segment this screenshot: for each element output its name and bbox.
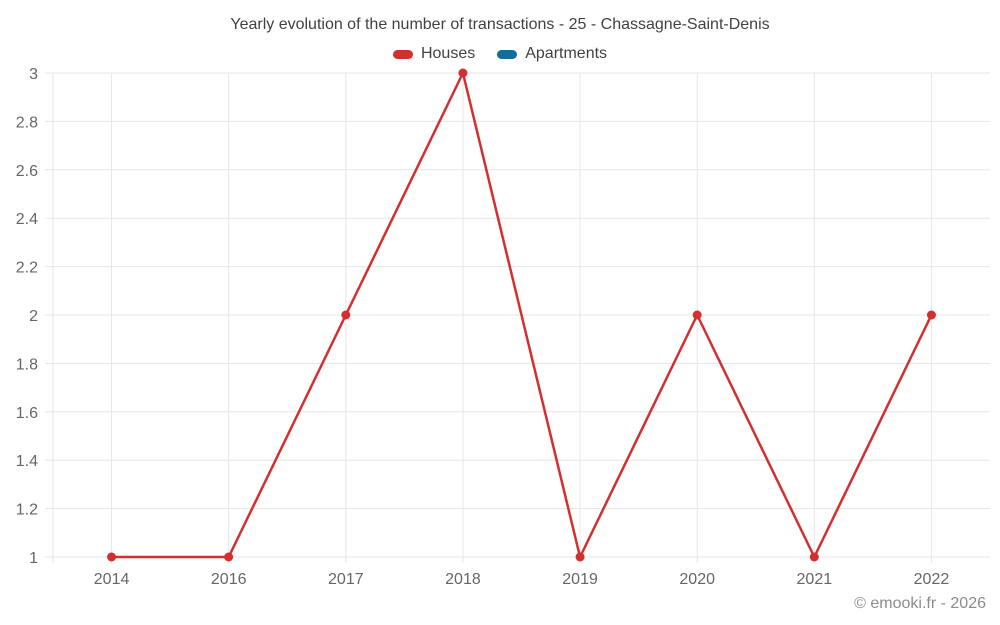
legend-swatch-houses	[392, 49, 413, 59]
x-axis-tick-label: 2019	[562, 571, 598, 588]
y-axis-tick-label: 2.8	[16, 114, 38, 131]
y-axis-tick-label: 2.4	[16, 211, 38, 228]
legend-label-apartments: Apartments	[525, 45, 608, 62]
y-axis-tick-label: 1	[29, 550, 38, 567]
legend-label-houses: Houses	[420, 45, 476, 62]
houses-data-point-2021[interactable]	[809, 552, 819, 562]
x-axis-tick-label: 2018	[445, 571, 481, 588]
houses-data-point-2018[interactable]	[458, 68, 468, 78]
legend-item-apartments[interactable]: Apartments	[497, 45, 607, 63]
y-axis-tick-label: 1.2	[16, 502, 38, 519]
x-axis-tick-label: 2014	[94, 571, 130, 588]
y-axis-tick-label: 1.4	[16, 453, 38, 470]
chart-legend: Houses Apartments	[0, 45, 1000, 63]
y-axis-tick-label: 2.2	[16, 260, 38, 277]
y-axis-tick-label: 1.8	[16, 356, 38, 373]
y-axis-tick-label: 2	[29, 308, 38, 325]
x-axis-tick-label: 2020	[679, 571, 715, 588]
legend-item-houses[interactable]: Houses	[392, 45, 476, 63]
x-axis-tick-label: 2021	[797, 571, 833, 588]
copyright-text: © emooki.fr - 2026	[854, 595, 986, 612]
houses-data-point-2016[interactable]	[224, 552, 234, 562]
y-axis-tick-label: 3	[29, 66, 38, 83]
houses-data-point-2014[interactable]	[107, 552, 117, 562]
houses-data-point-2020[interactable]	[692, 310, 702, 320]
x-axis-tick-label: 2016	[211, 571, 247, 588]
houses-data-point-2017[interactable]	[341, 310, 351, 320]
houses-data-point-2019[interactable]	[575, 552, 585, 562]
y-axis-tick-label: 2.6	[16, 163, 38, 180]
chart-title: Yearly evolution of the number of transa…	[230, 16, 770, 33]
y-axis-tick-label: 1.6	[16, 405, 38, 422]
x-axis-tick-label: 2022	[914, 571, 950, 588]
houses-data-point-2022[interactable]	[926, 310, 936, 320]
houses-series-line	[110, 71, 933, 559]
legend-swatch-apartments	[497, 49, 518, 59]
x-axis-tick-label: 2017	[328, 571, 364, 588]
